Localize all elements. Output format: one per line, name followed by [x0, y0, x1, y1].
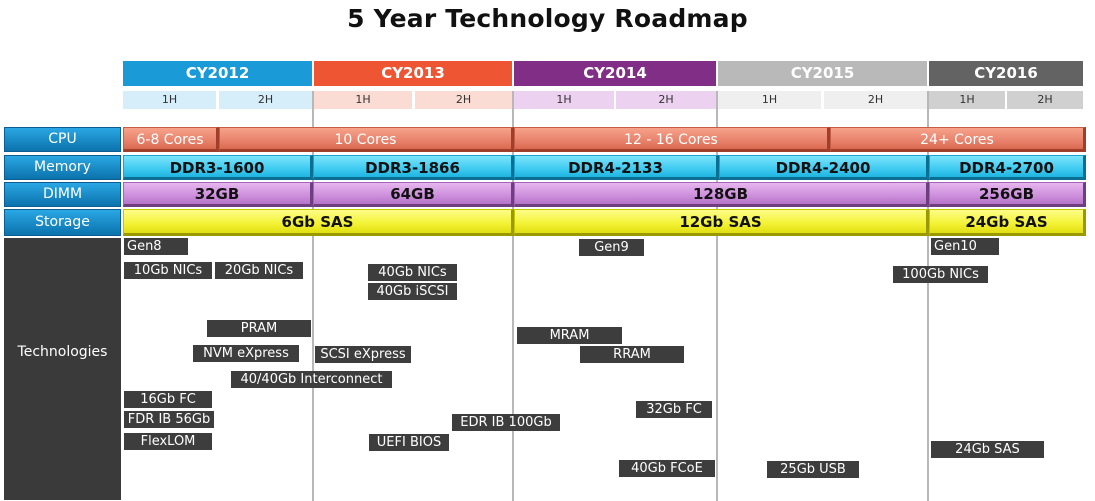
cpu-bar-10-cores: 10 Cores — [219, 127, 514, 152]
cpu-bar-12-16-cores: 12 - 16 Cores — [514, 127, 830, 152]
memory-bar-ddr3-1600: DDR3-1600 — [123, 155, 313, 180]
divider-2013 — [312, 91, 314, 501]
dimm-bar-128gb: 128GB — [514, 182, 929, 207]
memory-bar-ddr4-2400: DDR4-2400 — [719, 155, 929, 180]
memory-bar-ddr4-2700: DDR4-2700 — [929, 155, 1086, 180]
tech-edr-ib-100gb: EDR IB 100Gb — [452, 414, 560, 431]
half-2013-1h: 1H — [314, 91, 412, 109]
half-2012-1h: 1H — [123, 91, 216, 109]
tech-nvm-express: NVM eXpress — [193, 345, 299, 362]
cpu-bar-6-8-cores: 6-8 Cores — [123, 127, 219, 152]
tech-100gb-nics: 100Gb NICs — [893, 266, 988, 283]
half-2013-2h: 2H — [415, 91, 512, 109]
divider-2014 — [512, 91, 514, 501]
tech-24gb-sas: 24Gb SAS — [931, 441, 1044, 458]
tech-40-40gb-interconnect: 40/40Gb Interconnect — [231, 371, 392, 388]
tech-scsi-express: SCSI eXpress — [315, 346, 411, 363]
tech-40gb-nics: 40Gb NICs — [368, 264, 457, 281]
tech-gen8: Gen8 — [124, 238, 188, 255]
half-2015-1h: 1H — [718, 91, 821, 109]
storage-bar-6gb-sas: 6Gb SAS — [123, 209, 514, 236]
tech-32gb-fc: 32Gb FC — [636, 401, 712, 418]
tech-rram: RRAM — [580, 346, 684, 363]
tech-gen9: Gen9 — [579, 239, 644, 256]
tech-25gb-usb: 25Gb USB — [767, 461, 859, 478]
half-2015-2h: 2H — [824, 91, 927, 109]
year-header-2014: CY2014 — [514, 61, 716, 86]
half-2012-2h: 2H — [219, 91, 312, 109]
divider-2016 — [927, 91, 929, 501]
technologies-panel — [4, 238, 121, 500]
half-2014-2h: 2H — [616, 91, 716, 109]
memory-bar-ddr4-2133: DDR4-2133 — [514, 155, 719, 180]
half-2014-1h: 1H — [514, 91, 614, 109]
half-2016-1h: 1H — [929, 91, 1005, 109]
storage-bar-12gb-sas: 12Gb SAS — [514, 209, 929, 236]
tech-20gb-nics: 20Gb NICs — [215, 262, 303, 279]
memory-bar-ddr3-1866: DDR3-1866 — [313, 155, 514, 180]
tech-uefi-bios: UEFI BIOS — [369, 434, 449, 451]
half-2016-2h: 2H — [1007, 91, 1083, 109]
tech-40gb-fcoe: 40Gb FCoE — [619, 460, 715, 477]
dimm-bar-256gb: 256GB — [929, 182, 1086, 207]
row-label-cpu: CPU — [4, 127, 121, 152]
tech-40gb-iscsi: 40Gb iSCSI — [368, 283, 457, 300]
row-label-dimm: DIMM — [4, 182, 121, 207]
year-header-2013: CY2013 — [314, 61, 512, 86]
divider-2015 — [716, 91, 718, 501]
tech-10gb-nics: 10Gb NICs — [124, 262, 212, 279]
dimm-bar-32gb: 32GB — [123, 182, 313, 207]
tech-gen10: Gen10 — [931, 238, 999, 255]
tech-flexlom: FlexLOM — [124, 433, 212, 450]
row-label-technologies: Technologies — [17, 344, 108, 360]
page-title: 5 Year Technology Roadmap — [347, 4, 748, 33]
row-label-storage: Storage — [4, 209, 121, 236]
storage-bar-24gb-sas: 24Gb SAS — [929, 209, 1086, 236]
year-header-2015: CY2015 — [718, 61, 927, 86]
tech-pram: PRAM — [207, 320, 311, 337]
year-header-2016: CY2016 — [929, 61, 1083, 86]
tech-mram: MRAM — [517, 327, 622, 344]
dimm-bar-64gb: 64GB — [313, 182, 514, 207]
year-header-2012: CY2012 — [123, 61, 312, 86]
cpu-bar-24-cores: 24+ Cores — [830, 127, 1086, 152]
row-label-memory: Memory — [4, 155, 121, 180]
tech-fdr-ib-56gb: FDR IB 56Gb — [124, 411, 214, 428]
tech-16gb-fc: 16Gb FC — [124, 391, 212, 408]
